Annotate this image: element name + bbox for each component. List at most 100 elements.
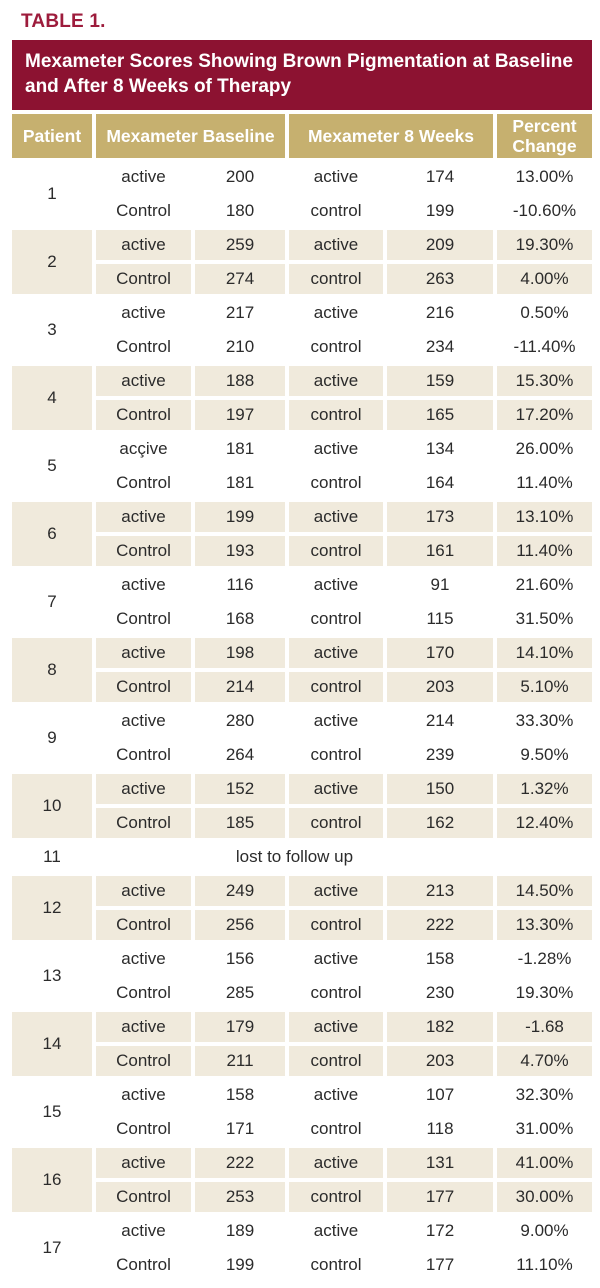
baseline-value-cell: 116 — [226, 574, 254, 594]
baseline-label-cell: active — [121, 574, 166, 594]
patient-number: 9 — [47, 727, 57, 747]
baseline-label-cell: Control — [96, 399, 191, 430]
baseline-label-cell: Control — [116, 982, 171, 1002]
patient-block: 7 active 116 active 91 21.60% Control 168 contro… — [12, 570, 592, 634]
week8-label-cell: control — [310, 336, 362, 356]
percent-change-cell: 19.30% — [497, 229, 592, 260]
patient-number: 5 — [47, 455, 57, 475]
baseline-value-cell: 158 — [225, 1084, 255, 1104]
percent-change-cell: 33.30% — [515, 710, 574, 730]
week8-label-cell: control — [310, 1118, 362, 1138]
percent-change-cell: 4.70% — [497, 1045, 592, 1076]
week8-label-cell: active — [289, 365, 383, 396]
baseline-label-cell: active — [96, 875, 191, 906]
baseline-value-cell: 253 — [195, 1181, 285, 1212]
week8-label-cell: control — [289, 263, 383, 294]
column-header-row: Patient Mexameter Baseline Mexameter 8 W… — [12, 113, 592, 158]
week8-label-cell: active — [289, 1147, 383, 1178]
week8-value-cell: 165 — [387, 399, 493, 430]
week8-value-cell: 230 — [425, 982, 455, 1002]
baseline-label-cell: active — [96, 501, 191, 532]
patient-number: 16 — [12, 1147, 92, 1212]
percent-change-cell: 11.10% — [516, 1254, 573, 1274]
week8-value-cell: 158 — [425, 948, 455, 968]
percent-change-cell: 1.32% — [497, 773, 592, 804]
week8-label-cell: active — [313, 948, 359, 968]
baseline-value-cell: 210 — [225, 336, 255, 356]
percent-change-cell: -1.28% — [517, 948, 572, 968]
baseline-label-cell: Control — [116, 1254, 171, 1274]
patient-number: 7 — [47, 591, 57, 611]
baseline-value-cell: 280 — [225, 710, 255, 730]
baseline-label-cell: Control — [96, 671, 191, 702]
baseline-value-cell: 222 — [195, 1147, 285, 1178]
patient-number: 2 — [12, 229, 92, 294]
baseline-label-cell: active — [121, 166, 166, 186]
patient-block: 16 active 222 active 131 41.00% Control 253 cont… — [12, 1147, 592, 1212]
week8-value-cell: 174 — [425, 166, 455, 186]
baseline-label-cell: Control — [96, 1045, 191, 1076]
week8-value-cell: 159 — [387, 365, 493, 396]
patient-number: 10 — [12, 773, 92, 838]
patient-block: 1 active 200 active 174 13.00% Control 180 contr… — [12, 162, 592, 226]
baseline-label-cell: Control — [116, 200, 171, 220]
patient-number: 14 — [12, 1011, 92, 1076]
table-title: Mexameter Scores Showing Brown Pigmentat… — [25, 51, 573, 98]
week8-value-cell: 162 — [387, 807, 493, 838]
baseline-value-cell: 179 — [195, 1011, 285, 1042]
baseline-label-cell: active — [96, 773, 191, 804]
patient-number: 17 — [42, 1237, 62, 1257]
baseline-value-cell: 214 — [195, 671, 285, 702]
week8-value-cell: 216 — [425, 302, 455, 322]
percent-change-cell: -1.68 — [497, 1011, 592, 1042]
baseline-label-cell: active — [121, 1084, 166, 1104]
week8-value-cell: 203 — [387, 671, 493, 702]
baseline-label-cell: active — [121, 710, 166, 730]
baseline-value-cell: 249 — [195, 875, 285, 906]
week8-value-cell: 209 — [387, 229, 493, 260]
week8-value-cell: 172 — [425, 1220, 455, 1240]
week8-label-cell: active — [289, 637, 383, 668]
week8-label-cell: active — [289, 875, 383, 906]
baseline-label-cell: acçive — [119, 438, 168, 458]
week8-value-cell: 131 — [387, 1147, 493, 1178]
percent-change-cell: 14.10% — [497, 637, 592, 668]
patient-number: 4 — [12, 365, 92, 430]
week8-value-cell: 239 — [425, 744, 455, 764]
baseline-label-cell: active — [121, 302, 166, 322]
baseline-value-cell: 285 — [225, 982, 255, 1002]
patient-number: 3 — [47, 319, 57, 339]
patient-block: 9 active 280 active 214 33.30% Control 264 contr… — [12, 706, 592, 770]
percent-change-cell: 14.50% — [497, 875, 592, 906]
week8-label-cell: active — [313, 166, 359, 186]
week8-value-cell: 222 — [387, 909, 493, 940]
percent-change-cell: 4.00% — [497, 263, 592, 294]
week8-value-cell: 91 — [430, 574, 450, 594]
percent-change-cell: 11.40% — [497, 535, 592, 566]
baseline-value-cell: 189 — [225, 1220, 255, 1240]
baseline-value-cell: 171 — [225, 1118, 255, 1138]
patient-number: 15 — [42, 1101, 62, 1121]
week8-label-cell: control — [289, 1045, 383, 1076]
baseline-value-cell: 199 — [225, 1254, 255, 1274]
percent-change-cell: 13.00% — [515, 166, 574, 186]
percent-change-cell: 13.10% — [497, 501, 592, 532]
week8-value-cell: 134 — [425, 438, 455, 458]
percent-change-cell: 31.50% — [515, 608, 574, 628]
baseline-value-cell: 259 — [195, 229, 285, 260]
percent-change-cell: -11.40% — [513, 336, 576, 356]
week8-value-cell: 170 — [387, 637, 493, 668]
baseline-value-cell: 217 — [225, 302, 255, 322]
patient-number: 8 — [12, 637, 92, 702]
patient-block: 14 active 179 active 182 -1.68 Control 211 contr… — [12, 1011, 592, 1076]
week8-label-cell: control — [289, 909, 383, 940]
week8-label-cell: active — [289, 1011, 383, 1042]
baseline-value-cell: 274 — [195, 263, 285, 294]
percent-change-cell: 32.30% — [515, 1084, 574, 1104]
week8-value-cell: 173 — [387, 501, 493, 532]
week8-value-cell: 164 — [425, 472, 455, 492]
column-header-mexameter-8-weeks: Mexameter 8 Weeks — [289, 113, 493, 158]
patient-block: 4 active 188 active 159 15.30% Control 197 contr… — [12, 365, 592, 430]
baseline-label-cell: Control — [96, 909, 191, 940]
patient-number: 1 — [47, 183, 57, 203]
